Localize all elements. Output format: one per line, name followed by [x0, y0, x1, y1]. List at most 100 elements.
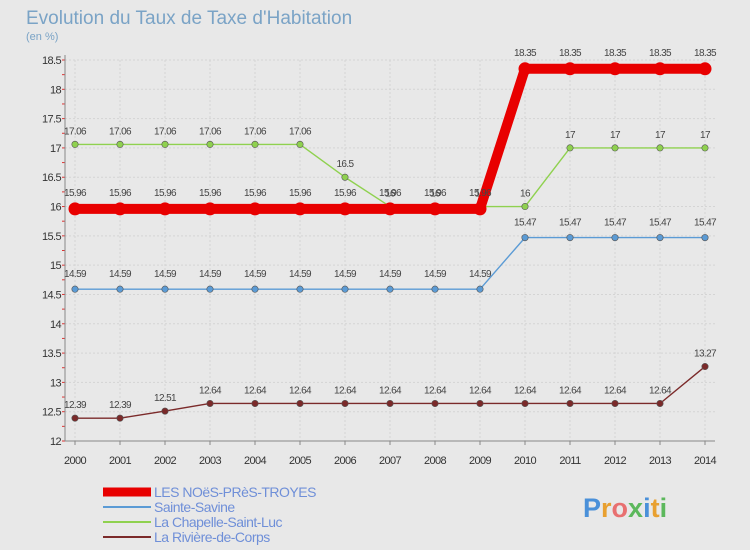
- data-label: 12.64: [649, 385, 672, 396]
- chart-subtitle: (en %): [26, 31, 58, 43]
- data-label: 18.35: [559, 48, 582, 59]
- data-point: [296, 140, 304, 148]
- data-point: [68, 202, 82, 216]
- data-label: 16: [520, 189, 531, 200]
- data-label: 18.35: [694, 48, 717, 59]
- data-point: [701, 234, 709, 242]
- data-point: [341, 173, 349, 181]
- data-label: 17.06: [244, 126, 267, 137]
- data-label: 15.47: [604, 218, 627, 229]
- data-label: 15.96: [334, 188, 357, 199]
- x-tick-label: 2010: [514, 455, 537, 467]
- x-tick-label: 2013: [649, 455, 672, 467]
- series-3: 12.39 12.39 12.51 12.64 12.64 12.64 12.64 12.64…: [64, 349, 718, 422]
- data-point: [296, 399, 304, 407]
- data-label: 17.06: [64, 126, 87, 137]
- data-label: 18.35: [604, 48, 627, 59]
- logo-letter: r: [601, 493, 612, 523]
- data-label: 14.59: [64, 269, 87, 280]
- data-point: [656, 144, 664, 152]
- data-label: 14.59: [379, 269, 402, 280]
- data-label: 16.5: [336, 159, 354, 170]
- data-point: [701, 363, 709, 371]
- y-tick-label: 12.5: [42, 407, 61, 419]
- data-point: [251, 285, 259, 293]
- x-tick-label: 2000: [64, 455, 87, 467]
- data-point: [161, 285, 169, 293]
- data-label: 14.59: [469, 269, 492, 280]
- y-tick-label: 18: [50, 84, 62, 96]
- data-point: [701, 144, 709, 152]
- data-label: 15.96: [379, 188, 402, 199]
- data-point: [698, 62, 712, 76]
- data-label: 17.06: [199, 126, 222, 137]
- data-label: 17: [655, 130, 666, 141]
- data-point: [566, 234, 574, 242]
- proxiti-logo: Proxiti: [583, 493, 667, 523]
- data-label: 15.47: [514, 218, 537, 229]
- legend-label: La Rivière-de-Corps: [154, 529, 270, 545]
- data-label: 15.96: [424, 188, 447, 199]
- data-label: 16: [385, 189, 396, 200]
- data-point: [113, 202, 127, 216]
- data-label: 12.64: [514, 385, 537, 396]
- data-label: 17.06: [154, 126, 177, 137]
- data-label: 12.64: [469, 385, 492, 396]
- data-point: [161, 140, 169, 148]
- data-point: [521, 203, 529, 211]
- data-label: 15.96: [244, 188, 267, 199]
- data-label: 17.06: [109, 126, 132, 137]
- logo-letter: x: [628, 493, 643, 523]
- data-point: [383, 202, 397, 216]
- data-label: 12.64: [199, 385, 222, 396]
- data-label: 14.59: [154, 269, 177, 280]
- data-label: 14.59: [244, 269, 267, 280]
- data-point: [338, 202, 352, 216]
- data-point: [521, 399, 529, 407]
- y-tick-label: 18.5: [42, 55, 61, 67]
- data-label: 17: [610, 130, 621, 141]
- legend-label: Sainte-Savine: [154, 499, 235, 515]
- data-point: [203, 202, 217, 216]
- data-point: [248, 202, 262, 216]
- data-label: 12.64: [334, 385, 357, 396]
- data-point: [518, 62, 532, 76]
- data-point: [608, 62, 622, 76]
- x-tick-label: 2001: [109, 455, 132, 467]
- x-tick-label: 2009: [469, 455, 492, 467]
- x-tick-label: 2008: [424, 455, 447, 467]
- data-label: 12.51: [154, 393, 177, 404]
- data-point: [293, 202, 307, 216]
- y-tick-label: 13.5: [42, 348, 61, 360]
- data-label: 15.47: [649, 218, 672, 229]
- data-label: 14.59: [334, 269, 357, 280]
- y-tick-label: 17: [50, 143, 62, 155]
- data-point: [566, 399, 574, 407]
- x-tick-label: 2002: [154, 455, 177, 467]
- x-tick-label: 2014: [694, 455, 717, 467]
- data-label: 14.59: [109, 269, 132, 280]
- data-point: [563, 62, 577, 76]
- data-point: [206, 140, 214, 148]
- legend-label: La Chapelle-Saint-Luc: [154, 514, 283, 530]
- series-0: 15.96 15.96 15.96 15.96 15.96 15.96 15.96 15.96…: [64, 48, 718, 216]
- data-label: 14.59: [424, 269, 447, 280]
- data-point: [476, 399, 484, 407]
- y-tick-label: 16.5: [42, 172, 61, 184]
- data-label: 15.47: [559, 218, 582, 229]
- y-tick-label: 17.5: [42, 114, 61, 126]
- data-point: [206, 285, 214, 293]
- legend-label: LES NOëS-PRèS-TROYES: [154, 484, 316, 500]
- data-point: [521, 234, 529, 242]
- logo-letter: t: [651, 493, 660, 523]
- chart-title: Evolution du Taux de Taxe d'Habitation: [26, 8, 352, 29]
- y-tick-label: 16: [50, 202, 62, 214]
- data-label: 12.64: [559, 385, 582, 396]
- data-point: [341, 399, 349, 407]
- data-label: 13.27: [694, 349, 717, 360]
- data-label: 15.96: [289, 188, 312, 199]
- x-tick-label: 2003: [199, 455, 222, 467]
- data-point: [656, 399, 664, 407]
- logo-letter: o: [612, 493, 629, 523]
